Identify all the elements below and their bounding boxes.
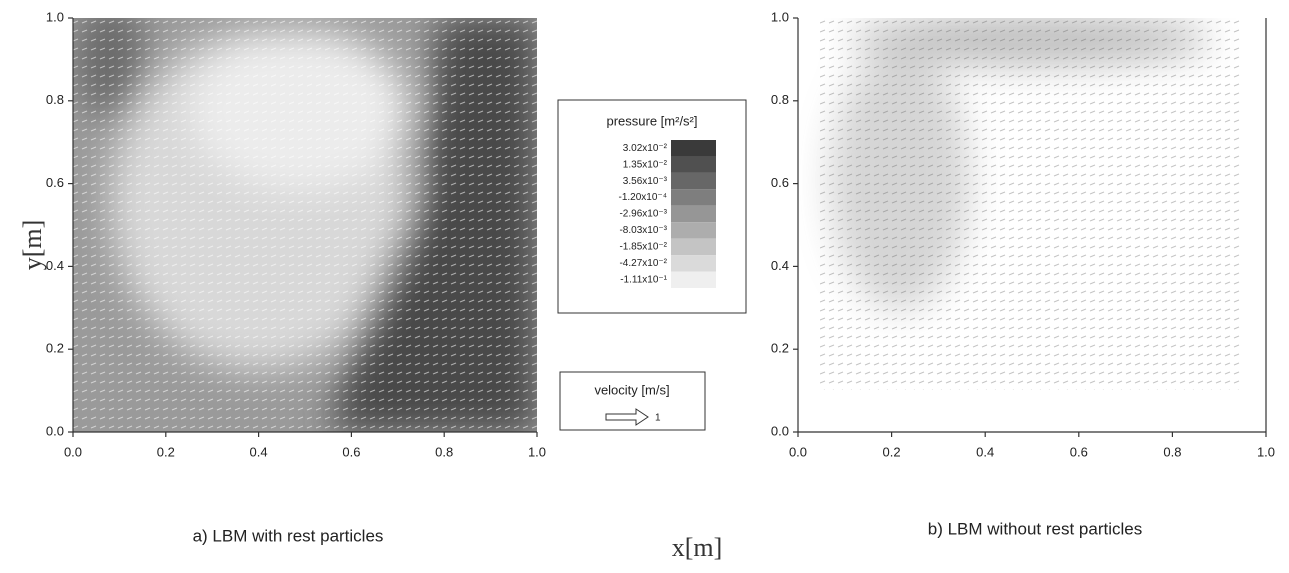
y-tick-label: 0.0 (46, 423, 64, 438)
colorbar-label: 1.35x10⁻² (623, 159, 668, 170)
x-tick-label: 0.4 (250, 444, 268, 459)
colorbar-label: -8.03x10⁻³ (619, 225, 667, 236)
x-tick-label: 0.0 (64, 444, 82, 459)
y-tick-label: 0.4 (46, 258, 64, 273)
x-tick-label: 0.4 (976, 444, 994, 459)
velocity-legend-title: velocity [m/s] (594, 382, 669, 397)
velocity-arrow (605, 408, 649, 426)
colorbar-band (671, 238, 716, 256)
caption: b) LBM without rest particles (928, 519, 1142, 538)
velocity-scale-label: 1 (655, 413, 661, 424)
velocity-field (820, 18, 1240, 390)
y-tick-label: 1.0 (46, 9, 64, 24)
colorbar-label: -2.96x10⁻³ (619, 209, 667, 220)
colorbar-band (671, 172, 716, 190)
x-tick-label: 1.0 (1257, 444, 1275, 459)
y-tick-label: 0.2 (771, 341, 789, 356)
colorbar-label: -1.20x10⁻⁴ (619, 192, 668, 203)
y-tick-label: 1.0 (771, 9, 789, 24)
colorbar-label: -1.11x10⁻¹ (620, 274, 667, 285)
y-tick-label: 0.4 (771, 258, 789, 273)
colorbar-band (671, 189, 716, 206)
y-tick-label: 0.6 (46, 175, 64, 190)
colorbar-band (671, 271, 716, 288)
y-tick-label: 0.6 (771, 175, 789, 190)
colorbar-band (671, 255, 716, 272)
colorbar-band (671, 222, 716, 239)
colorbar-label: 3.02x10⁻² (623, 143, 668, 154)
y-tick-label: 0.0 (771, 423, 789, 438)
x-tick-label: 0.6 (342, 444, 360, 459)
x-tick-label: 0.2 (883, 444, 901, 459)
y-tick-label: 0.8 (771, 92, 789, 107)
colorbar-label: -4.27x10⁻² (619, 258, 667, 269)
colorbar-label: -1.85x10⁻² (619, 242, 667, 253)
pressure-legend-title: pressure [m²/s²] (606, 113, 697, 128)
x-tick-label: 0.8 (1163, 444, 1181, 459)
colorbar-band (671, 205, 716, 223)
x-tick-label: 0.6 (1070, 444, 1088, 459)
y-tick-label: 0.2 (46, 341, 64, 356)
x-tick-label: 0.8 (435, 444, 453, 459)
x-tick-label: 0.2 (157, 444, 175, 459)
colorbar-label: 3.56x10⁻³ (623, 176, 668, 187)
x-axis-label: x[m] (672, 533, 723, 562)
x-tick-label: 0.0 (789, 444, 807, 459)
pressure-field (73, 18, 537, 432)
x-tick-label: 1.0 (528, 444, 546, 459)
y-axis-label: y[m] (18, 220, 47, 271)
velocity-legend-box (559, 371, 706, 431)
y-tick-label: 0.8 (46, 92, 64, 107)
caption: a) LBM with rest particles (193, 526, 384, 545)
colorbar-band (671, 140, 716, 157)
colorbar-band (671, 156, 716, 173)
